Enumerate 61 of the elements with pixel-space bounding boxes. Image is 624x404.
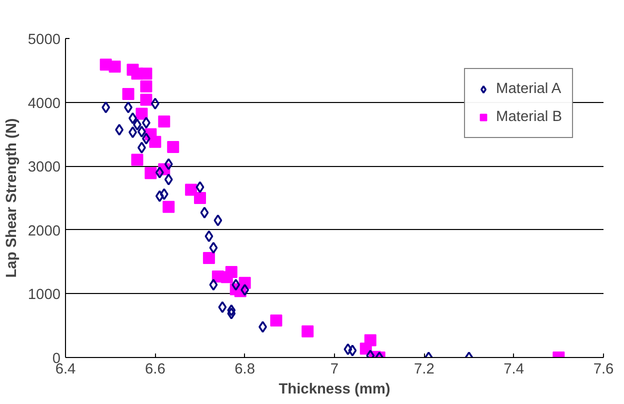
point — [227, 304, 236, 316]
point — [164, 158, 173, 170]
point — [137, 142, 146, 154]
legend-label: Material A — [496, 81, 562, 97]
point — [302, 325, 314, 338]
point — [158, 115, 170, 128]
point — [150, 98, 160, 110]
point — [202, 252, 215, 264]
point — [108, 60, 121, 73]
point — [164, 174, 173, 186]
point — [131, 154, 144, 166]
point — [144, 167, 157, 180]
point — [348, 344, 357, 356]
point — [232, 278, 240, 291]
point — [124, 102, 132, 114]
point — [204, 230, 214, 242]
point — [140, 68, 152, 80]
point — [227, 308, 236, 320]
point — [137, 126, 146, 138]
point — [140, 80, 152, 92]
point — [209, 278, 218, 291]
point — [167, 140, 180, 153]
x-tick-label: 7.2 — [414, 362, 434, 378]
point — [140, 94, 152, 106]
y-tick-label: 2000 — [28, 223, 61, 240]
point — [155, 190, 164, 202]
point — [115, 124, 124, 136]
legend-label: Material B — [496, 109, 562, 125]
y-axis-title: Lap Shear Strength (N) — [4, 118, 20, 278]
y-tick-label: 3000 — [28, 160, 61, 176]
point — [209, 242, 218, 254]
x-tick-label: 7.6 — [593, 362, 614, 378]
y-tick-label: 4000 — [28, 96, 61, 112]
point — [218, 301, 227, 313]
point — [270, 314, 282, 326]
point — [185, 184, 198, 196]
point — [142, 116, 150, 129]
point — [194, 192, 206, 204]
x-tick-label: 7.4 — [504, 362, 524, 378]
x-tick-label: 6.4 — [55, 362, 76, 378]
point — [200, 206, 209, 219]
y-tick-label: 1000 — [28, 287, 61, 304]
x-tick-label: 6.6 — [144, 362, 166, 378]
point — [136, 108, 148, 120]
point — [364, 334, 376, 346]
point — [344, 343, 352, 356]
x-tick-label: 7 — [330, 362, 339, 378]
point — [160, 188, 168, 200]
point — [225, 266, 238, 278]
point — [102, 102, 110, 114]
point — [155, 166, 164, 178]
point — [240, 284, 250, 296]
x-tick-label: 6.8 — [234, 362, 256, 378]
point — [142, 132, 150, 145]
x-axis-title: Thickness (mm) — [278, 382, 390, 398]
point — [162, 200, 175, 213]
point — [214, 214, 222, 226]
point — [122, 88, 134, 100]
point — [149, 136, 162, 148]
point — [196, 181, 204, 194]
y-tick-label: 5000 — [28, 32, 61, 48]
